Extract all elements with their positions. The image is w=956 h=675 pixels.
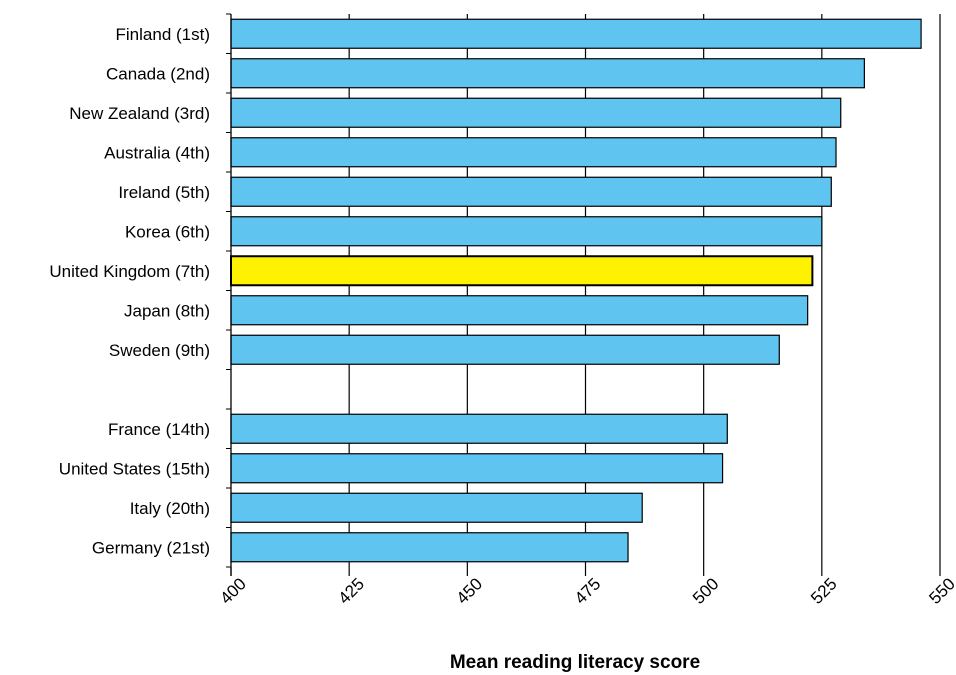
bar-new-zealand-3rd	[230, 97, 842, 128]
grid-lines	[348, 14, 941, 567]
x-tick-label: 500	[689, 574, 722, 607]
category-label: Korea (6th)	[125, 222, 210, 241]
axes	[226, 13, 941, 576]
x-tick-label: 525	[807, 574, 840, 607]
category-label: Japan (8th)	[124, 301, 210, 320]
x-tick-label: 450	[453, 574, 486, 607]
bar-ireland-5th	[230, 176, 832, 207]
x-tick-label: 475	[571, 574, 604, 607]
category-label: Finland (1st)	[116, 25, 210, 44]
category-label: Germany (21st)	[92, 538, 210, 557]
category-label: United States (15th)	[59, 459, 210, 478]
bar-united-kingdom-7th	[230, 255, 814, 287]
bar-japan-8th	[230, 295, 809, 326]
bar-finland-1st	[230, 18, 922, 49]
category-labels: Finland (1st) Canada (2nd) New Zealand (3r…	[49, 25, 210, 558]
category-label: Sweden (9th)	[109, 341, 210, 360]
bar-australia-4th	[230, 137, 837, 168]
category-label: Canada (2nd)	[106, 64, 210, 83]
bar-korea-6th	[230, 216, 823, 247]
category-label: New Zealand (3rd)	[69, 104, 210, 123]
x-tick-label: 425	[335, 574, 368, 607]
bar-canada-2nd	[230, 58, 865, 89]
bar-france-14th	[230, 413, 728, 444]
x-tick-label: 400	[216, 574, 249, 607]
x-tick-label: 550	[925, 574, 956, 607]
x-axis-title: Mean reading literacy score	[450, 652, 700, 673]
category-label: Italy (20th)	[130, 499, 210, 518]
bars	[230, 18, 922, 563]
bar-germany-21st	[230, 532, 629, 563]
category-label: Australia (4th)	[104, 143, 210, 162]
x-tick-labels: 400 425 450 475 500 525 550	[216, 574, 956, 607]
category-label: United Kingdom (7th)	[49, 262, 210, 281]
bar-sweden-9th	[230, 334, 780, 365]
category-label: Ireland (5th)	[118, 183, 210, 202]
bar-italy-20th	[230, 492, 643, 523]
bar-united-states-15th	[230, 453, 724, 484]
category-label: France (14th)	[108, 420, 210, 439]
